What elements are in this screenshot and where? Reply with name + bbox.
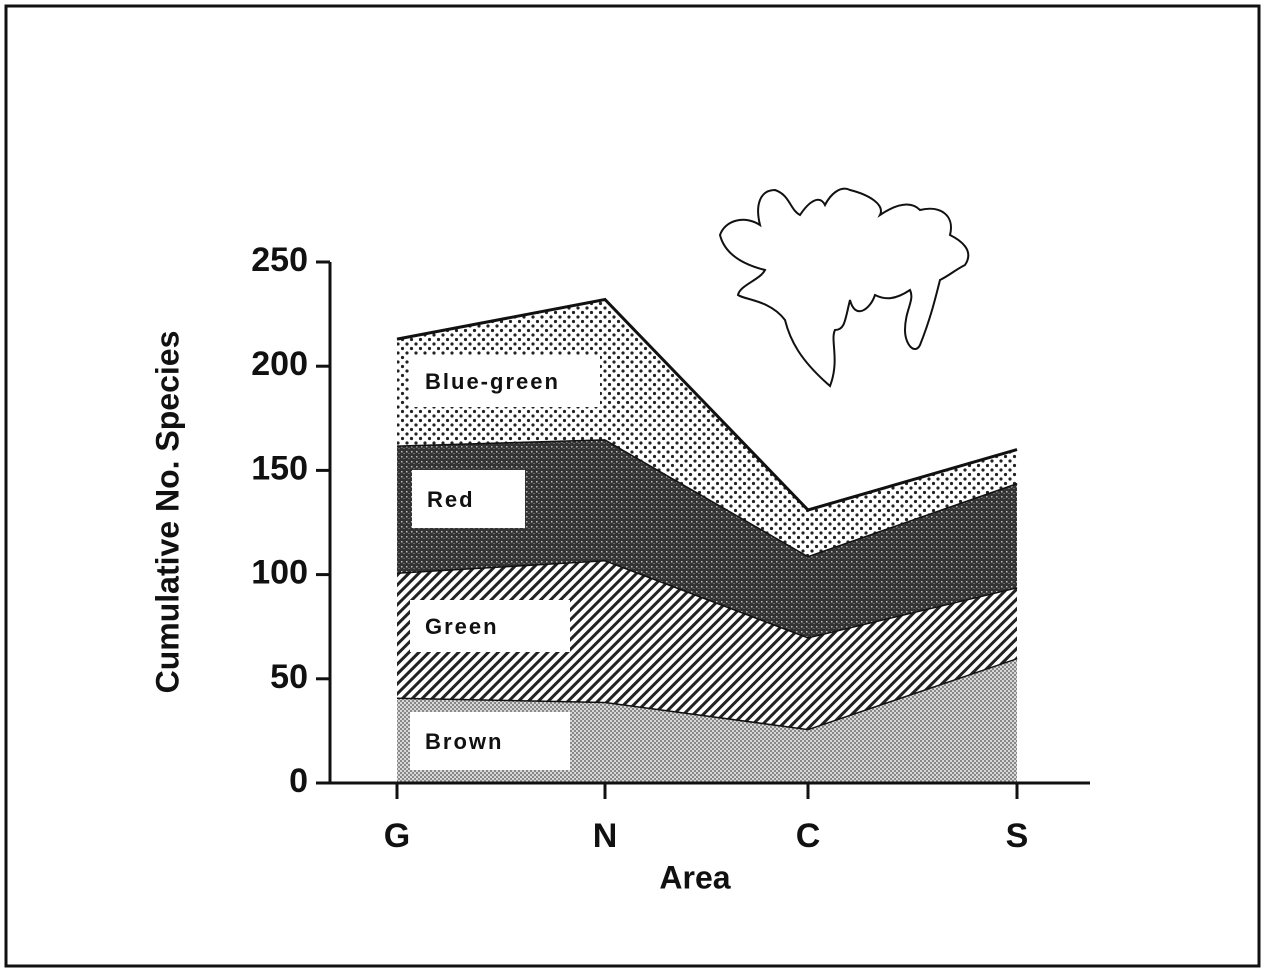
area [397,439,1017,638]
y-tick-label: 50 [270,658,308,696]
x-axis-title: Area [659,859,730,895]
series-label-box [412,470,525,528]
y-axis-title: Cumulative No. Species [149,331,185,694]
plot-area: Brown Green Red Blue-green [396,297,1018,783]
y-tick-label: 100 [251,554,308,592]
series-label-box [410,712,570,770]
series-label: Brown [425,729,503,754]
seaweed-illustration [718,187,970,388]
series-label: Red [427,487,475,512]
x-tick-label: C [796,817,821,855]
x-tick-label: S [1006,817,1029,855]
series-label: Blue-green [425,369,560,394]
y-tick-label: 0 [289,762,308,800]
x-tick-label: N [593,817,618,855]
series-label-box [410,355,600,407]
x-tick-label: G [384,817,410,855]
y-tick-label: 200 [251,345,308,383]
frame [4,4,1261,968]
y-tick-label: 250 [251,241,308,279]
series-label: Green [425,614,499,639]
series-label-box [410,600,570,652]
y-tick-label: 150 [251,449,308,487]
area-edge [396,297,1018,512]
